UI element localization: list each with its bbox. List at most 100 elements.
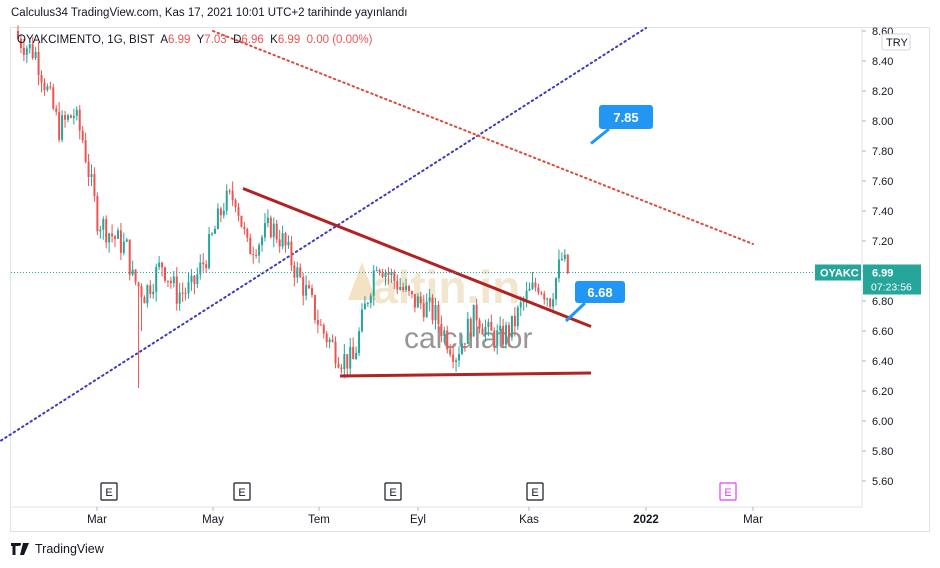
- candle[interactable]: [525, 290, 528, 300]
- candle[interactable]: [116, 230, 119, 239]
- candle[interactable]: [152, 291, 155, 295]
- candle[interactable]: [316, 319, 319, 325]
- candle[interactable]: [490, 321, 493, 331]
- candle[interactable]: [481, 328, 484, 335]
- candle[interactable]: [193, 275, 196, 285]
- candle[interactable]: [128, 239, 131, 275]
- candle[interactable]: [40, 75, 43, 83]
- candle[interactable]: [187, 282, 190, 294]
- candle[interactable]: [375, 270, 378, 272]
- candle[interactable]: [43, 82, 46, 91]
- candle[interactable]: [513, 315, 516, 327]
- tradingview-footer[interactable]: TradingView: [11, 542, 104, 556]
- candle[interactable]: [252, 254, 255, 256]
- candle[interactable]: [419, 296, 422, 304]
- candle[interactable]: [405, 285, 408, 290]
- candle[interactable]: [487, 321, 490, 328]
- candle[interactable]: [381, 272, 384, 277]
- candle[interactable]: [105, 219, 108, 243]
- candle[interactable]: [516, 307, 519, 327]
- candle[interactable]: [428, 297, 431, 302]
- candle[interactable]: [534, 282, 537, 288]
- candle[interactable]: [75, 109, 78, 116]
- candle[interactable]: [363, 303, 366, 310]
- candle[interactable]: [343, 354, 346, 370]
- candle[interactable]: [111, 233, 114, 237]
- candle[interactable]: [446, 330, 449, 350]
- candle[interactable]: [131, 269, 134, 275]
- candle[interactable]: [408, 285, 411, 292]
- earnings-event-icon[interactable]: [100, 482, 118, 501]
- candle[interactable]: [108, 233, 111, 243]
- currency-badge[interactable]: [881, 33, 911, 51]
- candle[interactable]: [199, 262, 202, 275]
- candle[interactable]: [228, 190, 231, 192]
- candle[interactable]: [125, 239, 128, 242]
- candle[interactable]: [384, 272, 387, 277]
- candle[interactable]: [460, 343, 463, 355]
- candle[interactable]: [313, 295, 316, 320]
- candle[interactable]: [58, 111, 61, 140]
- candle[interactable]: [208, 234, 211, 269]
- candle[interactable]: [243, 226, 246, 229]
- candle[interactable]: [469, 318, 472, 337]
- candle[interactable]: [90, 174, 93, 178]
- candle[interactable]: [563, 254, 566, 259]
- candle[interactable]: [37, 51, 40, 76]
- candle[interactable]: [61, 115, 64, 140]
- candle[interactable]: [402, 287, 405, 290]
- candle[interactable]: [196, 274, 199, 285]
- candle[interactable]: [255, 254, 258, 256]
- candle[interactable]: [184, 292, 187, 294]
- candle[interactable]: [237, 207, 240, 216]
- candle[interactable]: [352, 346, 355, 360]
- descending-resistance-line[interactable]: [242, 187, 592, 328]
- candle[interactable]: [143, 297, 146, 304]
- candle[interactable]: [99, 229, 102, 232]
- candle[interactable]: [158, 262, 161, 268]
- candle[interactable]: [355, 353, 358, 360]
- candle[interactable]: [64, 115, 67, 120]
- earnings-event-icon[interactable]: [384, 482, 402, 501]
- candle[interactable]: [81, 130, 84, 141]
- candle[interactable]: [96, 195, 99, 232]
- red-dotted-resistance-ray[interactable]: [212, 30, 754, 245]
- candle[interactable]: [175, 276, 178, 304]
- candle[interactable]: [463, 343, 466, 345]
- candle[interactable]: [540, 292, 543, 294]
- price-callout[interactable]: [599, 105, 653, 129]
- candle[interactable]: [475, 304, 478, 321]
- candle[interactable]: [331, 339, 334, 342]
- candle[interactable]: [272, 223, 275, 238]
- candle[interactable]: [560, 258, 563, 260]
- candle[interactable]: [181, 292, 184, 294]
- candle[interactable]: [169, 280, 172, 284]
- candle[interactable]: [328, 339, 331, 343]
- candle[interactable]: [146, 285, 149, 304]
- candle[interactable]: [140, 286, 143, 298]
- candle[interactable]: [346, 354, 349, 369]
- candle[interactable]: [340, 367, 343, 370]
- candle[interactable]: [410, 291, 413, 295]
- candle[interactable]: [284, 233, 287, 246]
- candle[interactable]: [337, 363, 340, 368]
- candle[interactable]: [22, 47, 25, 55]
- plot-area[interactable]: [11, 28, 862, 507]
- candle[interactable]: [219, 208, 222, 216]
- candle[interactable]: [555, 278, 558, 300]
- candle[interactable]: [25, 48, 28, 55]
- candle[interactable]: [393, 272, 396, 281]
- earnings-event-icon[interactable]: [526, 482, 544, 501]
- candle[interactable]: [49, 86, 52, 88]
- candle[interactable]: [202, 262, 205, 265]
- candle[interactable]: [190, 275, 193, 283]
- candle[interactable]: [305, 285, 308, 296]
- candle[interactable]: [234, 200, 237, 208]
- candle[interactable]: [296, 267, 299, 278]
- candle[interactable]: [546, 298, 549, 300]
- candle[interactable]: [549, 298, 552, 307]
- candle[interactable]: [287, 241, 290, 246]
- candle[interactable]: [178, 292, 181, 304]
- candle[interactable]: [34, 51, 37, 59]
